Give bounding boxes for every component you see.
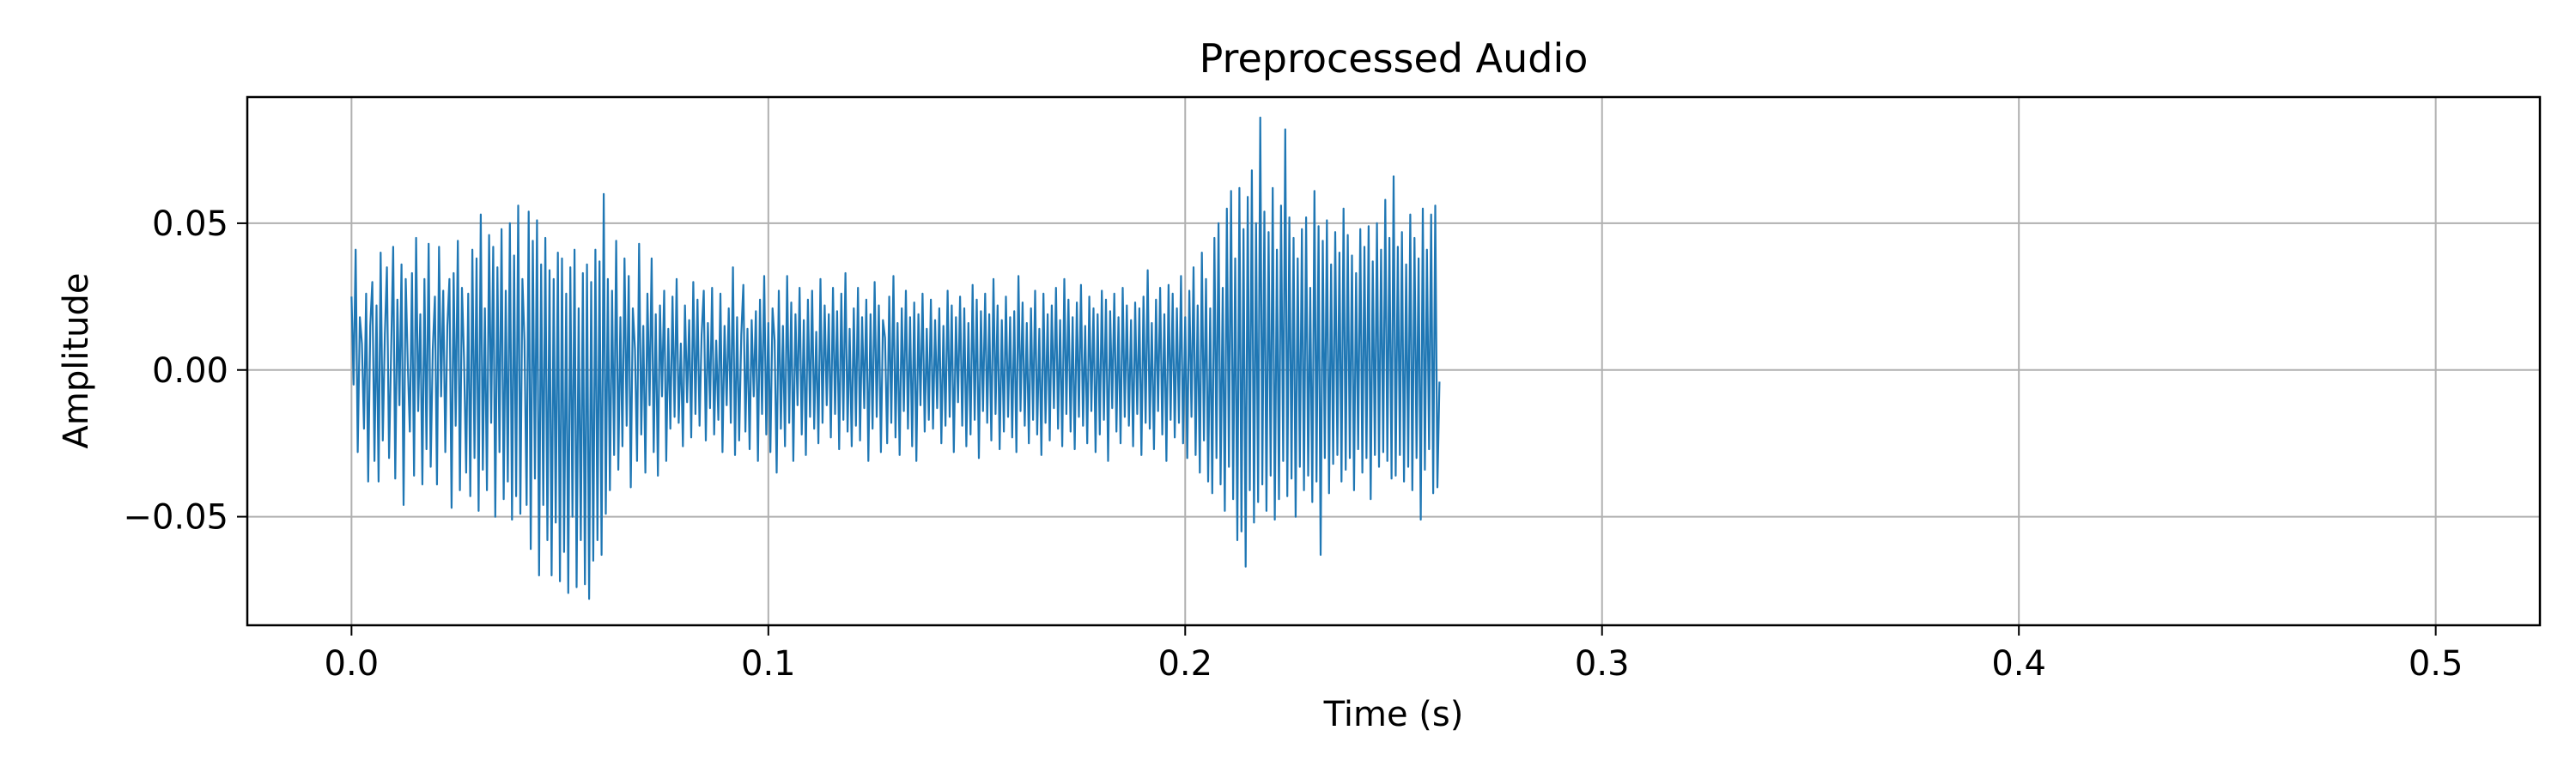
x-axis-ticks: 0.0 0.1 0.2 0.3 0.4 0.5 — [325, 625, 2464, 684]
x-tick-label: 0.0 — [325, 644, 380, 684]
x-tick-label: 0.1 — [741, 644, 796, 684]
plot-frame — [246, 95, 2542, 627]
y-axis-ticks: −0.05 0.00 0.05 — [123, 204, 247, 538]
y-tick-label: 0.05 — [152, 204, 228, 244]
x-tick-label: 0.4 — [1991, 644, 2046, 684]
y-tick-label: 0.00 — [152, 351, 228, 391]
x-tick-label: 0.5 — [2409, 644, 2464, 684]
chart-title: Preprocessed Audio — [1200, 35, 1589, 82]
x-tick-label: 0.3 — [1575, 644, 1630, 684]
y-axis-label: Amplitude — [57, 273, 96, 449]
series-line — [350, 116, 1441, 600]
x-tick-label: 0.2 — [1157, 644, 1212, 684]
y-tick-label: −0.05 — [123, 498, 228, 538]
x-axis-label: Time (s) — [1323, 695, 1464, 734]
